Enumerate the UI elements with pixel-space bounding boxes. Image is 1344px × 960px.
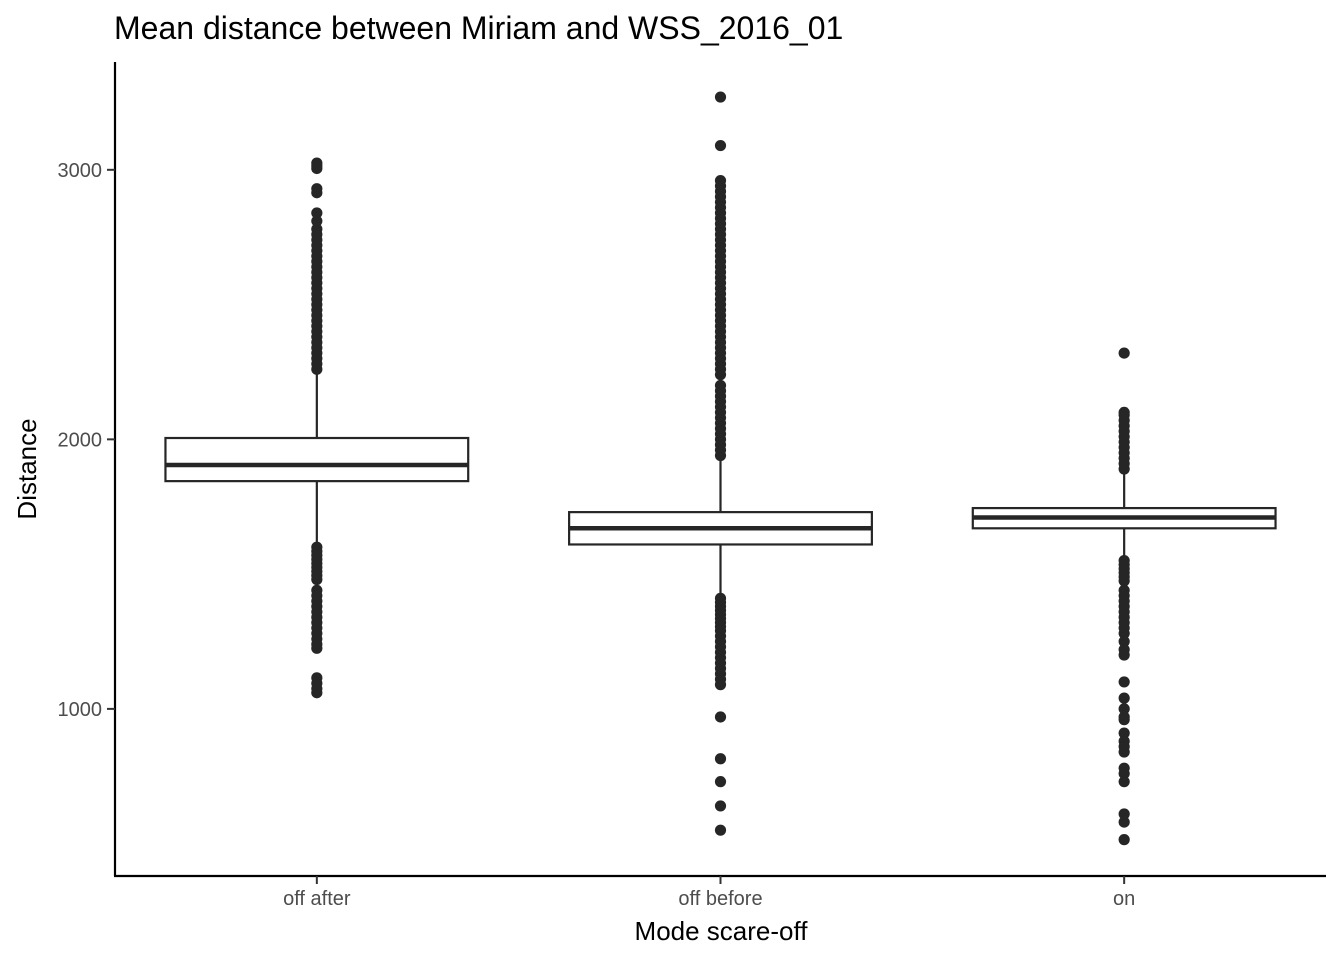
outlier-point: [1118, 746, 1130, 758]
outlier-point: [1118, 692, 1130, 704]
outlier-point: [1118, 676, 1130, 688]
x-tick-label: off before: [678, 888, 762, 910]
x-axis-title: Mode scare-off: [635, 916, 809, 946]
outlier-point: [1118, 463, 1130, 475]
outlier-point: [311, 363, 323, 375]
plot-area: [164, 91, 1277, 846]
outlier-point: [311, 207, 323, 219]
outlier-point: [1118, 649, 1130, 661]
outlier-point: [1118, 575, 1130, 587]
outlier-point: [1118, 703, 1130, 715]
x-axis-ticks: off after off before on: [283, 876, 1135, 910]
outlier-point: [714, 679, 727, 691]
outlier-point: [1118, 776, 1130, 788]
y-tick-label: 1000: [58, 699, 103, 721]
outlier-point: [1118, 347, 1130, 359]
outlier-point: [714, 91, 727, 103]
y-tick-label: 2000: [58, 429, 103, 451]
outlier-point: [714, 753, 727, 765]
outlier-point: [1118, 808, 1130, 820]
chart-title: Mean distance between Miriam and WSS_201…: [114, 10, 843, 46]
x-tick-label: off after: [283, 888, 351, 910]
outlier-point: [1118, 767, 1130, 780]
y-axis-ticks: 1000 2000 3000: [58, 160, 115, 721]
outlier-point: [714, 449, 727, 462]
outlier-point: [311, 162, 323, 175]
box-group-0: [164, 157, 470, 699]
outlier-point: [714, 369, 727, 381]
outlier-point: [714, 711, 727, 723]
outlier-point: [1118, 627, 1130, 640]
outlier-point: [311, 573, 323, 586]
box-group-2: [971, 347, 1277, 846]
box: [164, 436, 470, 483]
outlier-point: [311, 687, 323, 699]
outlier-point: [714, 824, 727, 836]
box-group-1: [568, 91, 873, 836]
y-tick-label: 3000: [58, 160, 103, 182]
outlier-point: [1118, 816, 1130, 828]
outlier-point: [311, 187, 323, 199]
outlier-point: [1118, 834, 1130, 846]
outlier-point: [714, 800, 727, 812]
outlier-point: [714, 776, 727, 788]
x-tick-label: on: [1113, 888, 1135, 910]
outlier-point: [311, 215, 323, 227]
outlier-point: [311, 642, 323, 654]
outlier-point: [1118, 714, 1130, 726]
outlier-point: [714, 139, 727, 152]
outlier-point: [1118, 635, 1130, 648]
y-axis-title: Distance: [12, 418, 42, 519]
outlier-point: [1118, 727, 1130, 739]
